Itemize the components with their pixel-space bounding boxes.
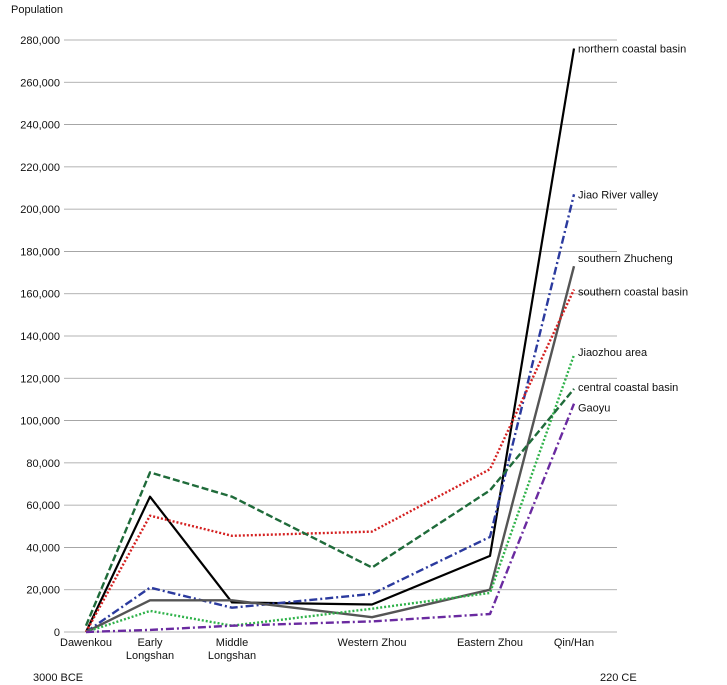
series-line	[85, 265, 576, 634]
y-tick-label: 180,000	[20, 246, 60, 258]
x-axis-tick-labels: Dawenkou Early Longshan Middle Longshan Weste…	[60, 637, 594, 662]
gridlines	[64, 39, 617, 633]
series-line	[85, 194, 576, 633]
y-tick-label: 20,000	[26, 585, 60, 597]
x-tick-label: Western Zhou	[338, 637, 407, 649]
series-label: southern coastal basin	[578, 286, 688, 298]
y-tick-label: 240,000	[20, 120, 60, 132]
series-line	[85, 403, 576, 634]
series-label: Jiaozhou area	[578, 347, 648, 359]
y-tick-label: 260,000	[20, 77, 60, 89]
series-line	[84, 388, 575, 627]
x-tick-label: Eastern Zhou	[457, 637, 523, 649]
x-tick-label: Dawenkou	[60, 637, 112, 649]
x-tick-label: Middle Longshan	[208, 637, 256, 662]
y-tick-label: 160,000	[20, 289, 60, 301]
y-tick-label: 200,000	[20, 204, 60, 216]
y-tick-label: 80,000	[26, 458, 60, 470]
y-tick-label: 60,000	[26, 500, 60, 512]
series-label: northern coastal basin	[578, 43, 686, 55]
series-line	[85, 354, 576, 634]
series-lines	[84, 48, 576, 634]
time-start-label: 3000 BCE	[33, 672, 83, 684]
series-label: central coastal basin	[578, 382, 678, 394]
series-labels: northern coastal basin Jiao River valley s…	[578, 43, 688, 414]
series-line	[85, 48, 576, 633]
x-tick-label: Early Longshan	[126, 637, 174, 662]
y-tick-label: 0	[54, 627, 60, 639]
series-label: southern Zhucheng	[578, 253, 673, 265]
y-axis-title: Population	[11, 4, 63, 16]
x-tick-label: Qin/Han	[554, 637, 594, 649]
y-tick-label: 140,000	[20, 331, 60, 343]
y-tick-label: 220,000	[20, 162, 60, 174]
series-label: Jiao River valley	[578, 189, 659, 201]
time-end-label: 220 CE	[600, 672, 637, 684]
series-line	[84, 288, 576, 633]
y-tick-label: 100,000	[20, 416, 60, 428]
series-label: Gaoyu	[578, 403, 610, 415]
y-tick-label: 280,000	[20, 35, 60, 47]
y-tick-label: 120,000	[20, 373, 60, 385]
y-axis-tick-labels: 0 20,000 40,000 60,000 80,000 100,000 120,000 1…	[20, 35, 60, 639]
y-tick-label: 40,000	[26, 542, 60, 554]
